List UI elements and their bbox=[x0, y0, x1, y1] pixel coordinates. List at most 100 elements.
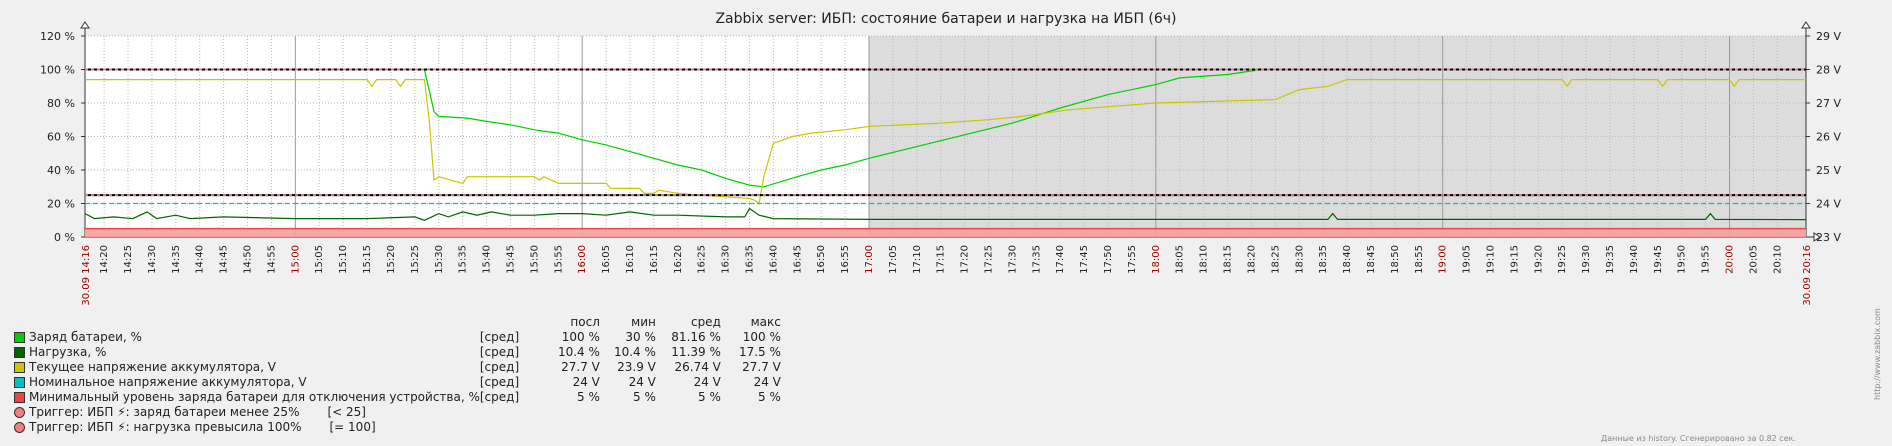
legend-name: Минимальный уровень заряда батареи для о… bbox=[29, 389, 480, 404]
legend-last: 5 % bbox=[577, 389, 600, 404]
x-tick-label: 18:35 bbox=[1318, 245, 1329, 274]
x-tick-label: 18:50 bbox=[1390, 245, 1401, 274]
trigger-name: Триггер: ИБП ⚡: нагрузка превысила 100% bbox=[29, 419, 302, 434]
trigger-condition: [= 100] bbox=[329, 419, 376, 434]
x-tick-label: 14:50 bbox=[243, 245, 254, 274]
x-tick-label: 15:45 bbox=[505, 245, 516, 274]
x-tick-label: 17:35 bbox=[1031, 245, 1042, 274]
legend-min: 30 % bbox=[625, 329, 656, 344]
x-tick-label: 19:05 bbox=[1462, 245, 1473, 274]
x-tick-label: 15:20 bbox=[386, 245, 397, 274]
legend-avg: 24 V bbox=[693, 374, 721, 389]
left-tick-label: 80 % bbox=[47, 97, 75, 110]
legend-max: 17.5 % bbox=[738, 344, 781, 359]
x-tick-label: 17:20 bbox=[960, 245, 971, 274]
x-tick-label: 14:55 bbox=[266, 245, 277, 274]
x-tick-label: 16:55 bbox=[840, 245, 851, 274]
chart-title: Zabbix server: ИБП: состояние батареи и … bbox=[715, 11, 1176, 27]
legend-min: 5 % bbox=[633, 389, 656, 404]
legend-item-name: Текущее напряжение аккумулятора, V bbox=[14, 359, 480, 374]
legend-min: 23.9 V bbox=[617, 359, 656, 374]
x-tick-label: 19:50 bbox=[1677, 245, 1688, 274]
x-tick-label: 15:55 bbox=[553, 245, 564, 274]
x-range-label: 30.09 20:16 bbox=[1802, 245, 1813, 306]
x-tick-label: 17:00 bbox=[864, 245, 875, 274]
zabbix-link[interactable]: http://www.zabbix.com bbox=[1873, 308, 1882, 400]
x-tick-label: 16:20 bbox=[673, 245, 684, 274]
right-tick-label: 23 V bbox=[1816, 231, 1841, 244]
legend-func: [сред] bbox=[479, 344, 520, 359]
x-tick-label: 17:10 bbox=[912, 245, 923, 274]
legend-last: 100 % bbox=[561, 329, 600, 344]
x-tick-label: 16:25 bbox=[697, 245, 708, 274]
x-tick-label: 17:55 bbox=[1127, 245, 1138, 274]
x-tick-label: 17:40 bbox=[1055, 245, 1066, 274]
x-tick-label: 19:40 bbox=[1629, 245, 1640, 274]
legend-func: [сред] bbox=[479, 374, 520, 389]
x-axis-arrow bbox=[1813, 232, 1821, 242]
trigger-name: Триггер: ИБП ⚡: заряд батареи менее 25% bbox=[29, 404, 300, 419]
legend-func: [сред] bbox=[479, 389, 520, 404]
trigger-circle-icon bbox=[14, 421, 25, 433]
x-tick-label: 15:35 bbox=[458, 245, 469, 274]
x-tick-label: 15:30 bbox=[434, 245, 445, 274]
legend-max: 5 % bbox=[758, 389, 781, 404]
series-area-min-charge bbox=[85, 228, 1806, 237]
legend-item-name: Заряд батареи, % bbox=[14, 329, 480, 344]
legend-trigger: Триггер: ИБП ⚡: нагрузка превысила 100% [… bbox=[14, 419, 781, 434]
x-tick-label: 16:30 bbox=[721, 245, 732, 274]
x-tick-label: 20:00 bbox=[1725, 245, 1736, 274]
legend-header-min: мин bbox=[631, 314, 656, 329]
x-tick-label: 17:30 bbox=[1007, 245, 1018, 274]
x-tick-label: 20:10 bbox=[1772, 245, 1783, 274]
x-tick-label: 17:15 bbox=[936, 245, 947, 274]
x-tick-label: 16:50 bbox=[816, 245, 827, 274]
x-tick-label: 18:55 bbox=[1414, 245, 1425, 274]
x-tick-label: 15:10 bbox=[338, 245, 349, 274]
legend-min: 10.4 % bbox=[613, 344, 656, 359]
x-tick-label: 19:45 bbox=[1653, 245, 1664, 274]
legend-max: 24 V bbox=[753, 374, 781, 389]
legend-row: Текущее напряжение аккумулятора, V [сред]… bbox=[14, 359, 781, 374]
legend-func: [сред] bbox=[479, 359, 520, 374]
legend-last: 10.4 % bbox=[557, 344, 600, 359]
legend-row: Заряд батареи, % [сред] 100 % 30 % 81.16 % 10… bbox=[14, 329, 781, 344]
legend-trigger: Триггер: ИБП ⚡: заряд батареи менее 25% [… bbox=[14, 404, 781, 419]
x-tick-label: 18:45 bbox=[1366, 245, 1377, 274]
x-tick-label: 16:05 bbox=[601, 245, 612, 274]
legend-min: 24 V bbox=[628, 374, 656, 389]
series-line-0 bbox=[85, 68, 1806, 188]
x-tick-label: 19:00 bbox=[1438, 245, 1449, 274]
legend-name: Заряд батареи, % bbox=[29, 329, 142, 344]
x-tick-label: 14:25 bbox=[123, 245, 134, 274]
left-axis-arrow bbox=[80, 21, 90, 29]
x-tick-label: 16:35 bbox=[744, 245, 755, 274]
right-tick-label: 27 V bbox=[1816, 97, 1841, 110]
x-tick-label: 14:35 bbox=[171, 245, 182, 274]
x-tick-label: 16:40 bbox=[768, 245, 779, 274]
x-tick-label: 15:50 bbox=[529, 245, 540, 274]
x-tick-label: 19:25 bbox=[1557, 245, 1568, 274]
x-tick-label: 17:50 bbox=[1103, 245, 1114, 274]
trigger-circle-icon bbox=[14, 406, 25, 418]
x-range-label: 30.09 14:16 bbox=[81, 245, 92, 306]
legend-name: Текущее напряжение аккумулятора, V bbox=[29, 359, 276, 374]
x-tick-label: 18:25 bbox=[1270, 245, 1281, 274]
x-tick-label: 18:15 bbox=[1223, 245, 1234, 274]
legend-last: 27.7 V bbox=[561, 359, 600, 374]
x-tick-label: 16:10 bbox=[625, 245, 636, 274]
legend-row: Минимальный уровень заряда батареи для о… bbox=[14, 389, 781, 404]
ups-battery-chart: Zabbix server: ИБП: состояние батареи и … bbox=[40, 11, 1841, 306]
x-tick-label: 19:20 bbox=[1533, 245, 1544, 274]
legend-header-avg: сред bbox=[690, 314, 721, 329]
x-tick-label: 16:45 bbox=[792, 245, 803, 274]
left-tick-label: 20 % bbox=[47, 198, 75, 211]
left-tick-label: 60 % bbox=[47, 131, 75, 144]
legend-avg: 81.16 % bbox=[671, 329, 721, 344]
right-tick-label: 24 V bbox=[1816, 198, 1841, 211]
legend-table: посл мин сред макс Заряд батареи, % [сред… bbox=[14, 314, 781, 434]
legend-avg: 5 % bbox=[698, 389, 721, 404]
series-line-1 bbox=[84, 207, 1807, 221]
left-tick-label: 0 % bbox=[54, 231, 75, 244]
footer-generated: Данные из history. Сгенерировано за 0.82… bbox=[1601, 434, 1796, 443]
